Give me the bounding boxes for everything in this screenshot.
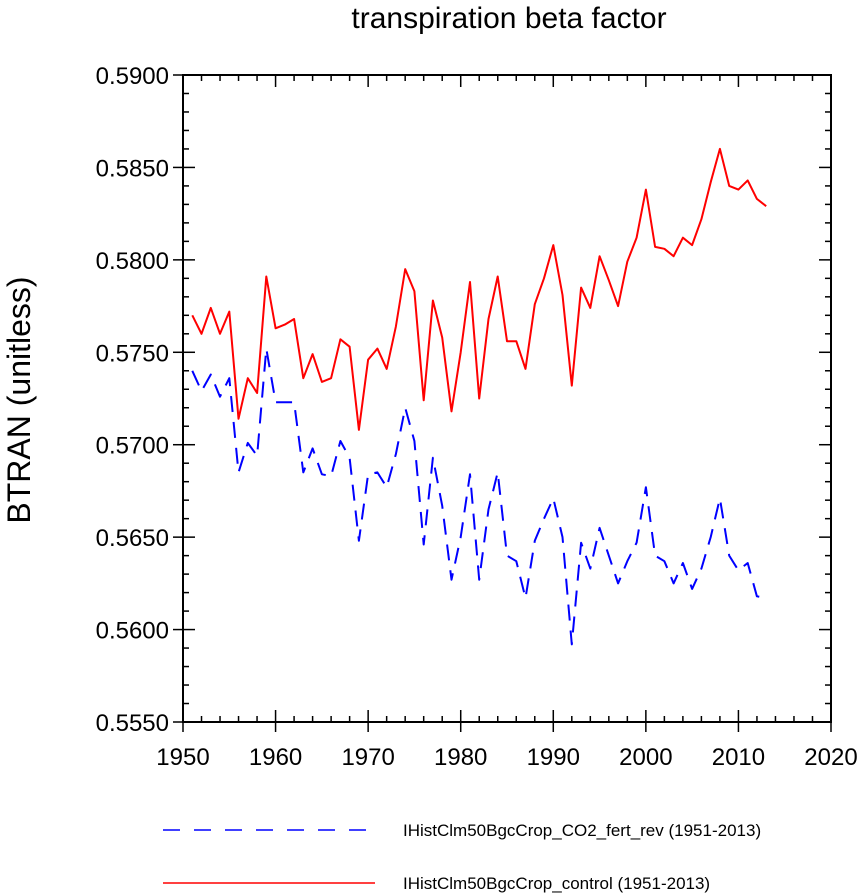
x-tick-label: 1950	[156, 744, 209, 771]
series-line-1	[191, 347, 767, 646]
x-tick-label: 2000	[619, 744, 672, 771]
x-tick-label: 1990	[527, 744, 580, 771]
chart-title: transpiration beta factor	[351, 2, 666, 35]
series-lines	[191, 147, 767, 646]
y-tick-label: 0.5900	[96, 63, 169, 90]
x-tick-label: 2020	[804, 744, 857, 771]
legend: IHistClm50BgcCrop_CO2_fert_rev (1951-201…	[163, 821, 761, 893]
y-tick-label: 0.5850	[96, 155, 169, 182]
axis-tick-labels: 1950 1960 1970 1980 1990 2000 2010 2020 0.5550 0.…	[96, 63, 858, 771]
y-tick-label: 0.5550	[96, 710, 169, 737]
y-axis-label: BTRAN (unitless)	[1, 276, 37, 523]
x-tick-label: 2010	[712, 744, 765, 771]
axis-ticks	[173, 74, 832, 732]
series-line-2	[191, 147, 767, 431]
legend-label-2: IHistClm50BgcCrop_control (1951-2013)	[403, 874, 710, 893]
y-tick-label: 0.5600	[96, 618, 169, 645]
x-tick-label: 1980	[434, 744, 487, 771]
y-tick-label: 0.5750	[96, 340, 169, 367]
x-tick-label: 1970	[341, 744, 394, 771]
plot-frame	[182, 74, 832, 723]
y-tick-label: 0.5700	[96, 433, 169, 460]
legend-label-1: IHistClm50BgcCrop_CO2_fert_rev (1951-201…	[403, 821, 761, 840]
y-tick-label: 0.5650	[96, 525, 169, 552]
x-tick-label: 1960	[249, 744, 302, 771]
y-tick-label: 0.5800	[96, 248, 169, 275]
